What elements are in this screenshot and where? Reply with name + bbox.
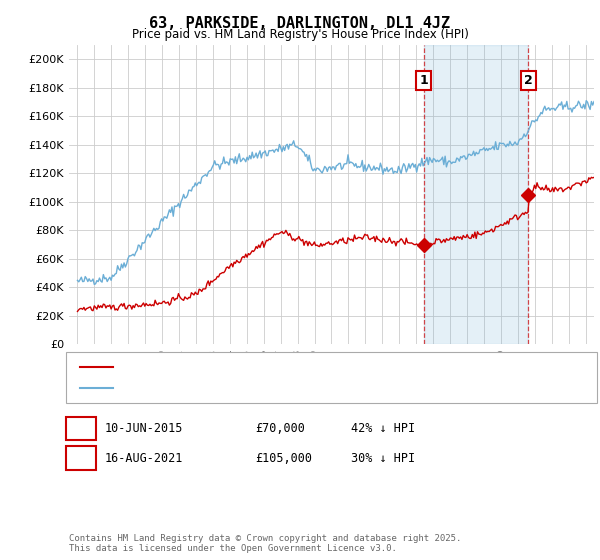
Text: 63, PARKSIDE, DARLINGTON, DL1 4JZ (semi-detached house): 63, PARKSIDE, DARLINGTON, DL1 4JZ (semi-… (119, 362, 476, 372)
Text: £70,000: £70,000 (255, 422, 305, 435)
Text: 1: 1 (419, 74, 428, 87)
Text: 63, PARKSIDE, DARLINGTON, DL1 4JZ: 63, PARKSIDE, DARLINGTON, DL1 4JZ (149, 16, 451, 31)
Text: 30% ↓ HPI: 30% ↓ HPI (351, 451, 415, 465)
Text: Contains HM Land Registry data © Crown copyright and database right 2025.
This d: Contains HM Land Registry data © Crown c… (69, 534, 461, 553)
Text: Price paid vs. HM Land Registry's House Price Index (HPI): Price paid vs. HM Land Registry's House … (131, 28, 469, 41)
Text: 42% ↓ HPI: 42% ↓ HPI (351, 422, 415, 435)
Text: HPI: Average price, semi-detached house, Darlington: HPI: Average price, semi-detached house,… (119, 382, 450, 393)
Text: 1: 1 (77, 422, 85, 435)
Text: 10-JUN-2015: 10-JUN-2015 (105, 422, 184, 435)
Text: £105,000: £105,000 (255, 451, 312, 465)
Text: 2: 2 (524, 74, 533, 87)
Text: 2: 2 (77, 451, 85, 465)
Bar (424, 45, 529, 344)
Text: 16-AUG-2021: 16-AUG-2021 (105, 451, 184, 465)
